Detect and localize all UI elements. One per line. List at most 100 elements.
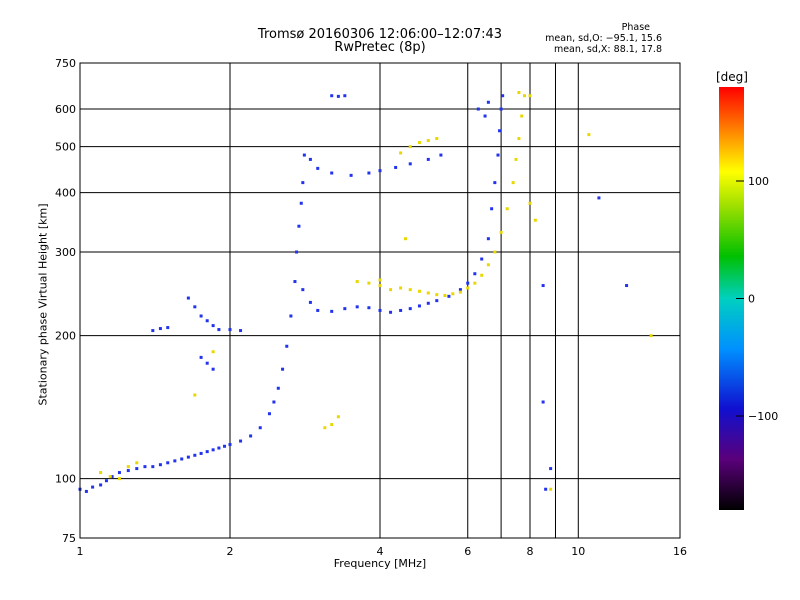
data-point-x: [480, 273, 484, 277]
data-point-o: [378, 169, 382, 173]
data-point-x: [355, 280, 359, 284]
axis-ticks: 1 2 4 6 8 10 16 75 100 200 300 400 500 600 750: [55, 57, 687, 558]
data-point-x: [403, 237, 407, 241]
data-point-x: [193, 393, 197, 397]
data-point-o: [389, 310, 393, 314]
data-point-x: [523, 94, 527, 98]
colorbar-label: [deg]: [716, 70, 748, 84]
colorbar-ticks: 100 0 −100: [736, 175, 778, 423]
data-point-x: [99, 471, 103, 475]
data-point-x: [528, 201, 532, 205]
data-point-o: [343, 94, 347, 98]
x-tick-label: 1: [77, 545, 84, 558]
data-point-x: [399, 151, 403, 155]
y-tick-label: 100: [55, 473, 76, 486]
data-point-o: [367, 306, 371, 310]
data-point-x: [378, 278, 382, 282]
data-point-o: [281, 367, 285, 371]
data-point-x: [211, 350, 215, 354]
x-tick-label: 16: [673, 545, 687, 558]
phase-stats-x: mean, sd,X: 88.1, 17.8: [553, 44, 662, 55]
grid-lines: [80, 63, 680, 538]
data-point-x: [499, 230, 503, 234]
phase-stats-o: mean, sd,O: −95.1, 15.6: [545, 33, 662, 44]
y-tick-label: 300: [55, 246, 76, 259]
data-point-o: [267, 412, 271, 416]
data-point-o: [330, 94, 334, 98]
data-point-o: [343, 307, 347, 311]
colorbar-tick-label: −100: [748, 410, 778, 423]
data-point-o: [308, 300, 312, 304]
data-point-o: [316, 308, 320, 312]
data-point-x: [378, 284, 382, 288]
data-point-o: [186, 455, 190, 459]
data-point-o: [110, 475, 114, 479]
data-point-o: [239, 439, 243, 443]
x-tick-label: 6: [464, 545, 471, 558]
data-point-o: [483, 114, 487, 118]
data-point-o: [308, 157, 312, 161]
data-point-o: [158, 327, 162, 331]
data-point-x: [389, 288, 393, 292]
data-point-o: [378, 308, 382, 312]
data-point-x: [426, 291, 430, 295]
data-point-o: [486, 237, 490, 241]
data-point-x: [330, 423, 334, 427]
data-point-o: [249, 434, 253, 438]
data-point-x: [108, 475, 112, 479]
data-point-o: [367, 171, 371, 175]
data-point-o: [205, 361, 209, 365]
data-point-o: [180, 457, 184, 461]
data-point-o: [549, 467, 553, 471]
data-point-o: [166, 461, 170, 465]
data-point-x: [486, 263, 490, 267]
data-point-o: [498, 129, 502, 133]
data-point-o: [493, 181, 497, 185]
data-point-x: [473, 281, 477, 285]
data-point-o: [285, 344, 289, 348]
data-point-x: [549, 487, 553, 491]
data-point-o: [166, 326, 170, 330]
data-points: [78, 91, 653, 493]
data-point-o: [302, 153, 306, 157]
data-point-o: [301, 181, 305, 185]
data-point-o: [355, 305, 359, 309]
data-point-o: [394, 165, 398, 169]
data-point-o: [299, 201, 303, 205]
chart-title: Tromsø 20160306 12:06:00–12:07:43: [257, 27, 503, 42]
data-point-x: [511, 181, 515, 185]
data-point-o: [228, 328, 232, 332]
data-point-x: [336, 415, 340, 419]
x-tick-label: 4: [377, 545, 384, 558]
data-point-o: [151, 329, 155, 333]
data-point-o: [426, 301, 430, 305]
y-tick-label: 200: [55, 330, 76, 343]
data-point-o: [597, 196, 601, 200]
data-point-o: [330, 171, 334, 175]
data-point-x: [399, 286, 403, 290]
data-point-o: [228, 443, 232, 447]
data-point-o: [205, 319, 209, 323]
x-tick-label: 8: [527, 545, 534, 558]
data-point-o: [143, 465, 147, 469]
plot-frame: [79, 62, 681, 539]
data-point-o: [336, 94, 340, 98]
data-point-o: [435, 299, 439, 303]
data-point-o: [84, 489, 88, 493]
data-point-o: [541, 400, 545, 404]
data-point-x: [514, 157, 518, 161]
data-point-x: [587, 133, 591, 137]
data-point-o: [447, 294, 451, 298]
colorbar-tick-label: 100: [748, 175, 769, 188]
data-point-o: [466, 281, 470, 285]
data-point-o: [217, 446, 221, 450]
data-point-x: [517, 137, 521, 141]
data-point-o: [417, 304, 421, 308]
data-point-o: [199, 355, 203, 359]
data-point-o: [544, 487, 548, 491]
data-point-o: [476, 107, 480, 111]
y-tick-label: 75: [62, 532, 76, 545]
data-point-o: [199, 451, 203, 455]
data-point-x: [517, 91, 521, 95]
